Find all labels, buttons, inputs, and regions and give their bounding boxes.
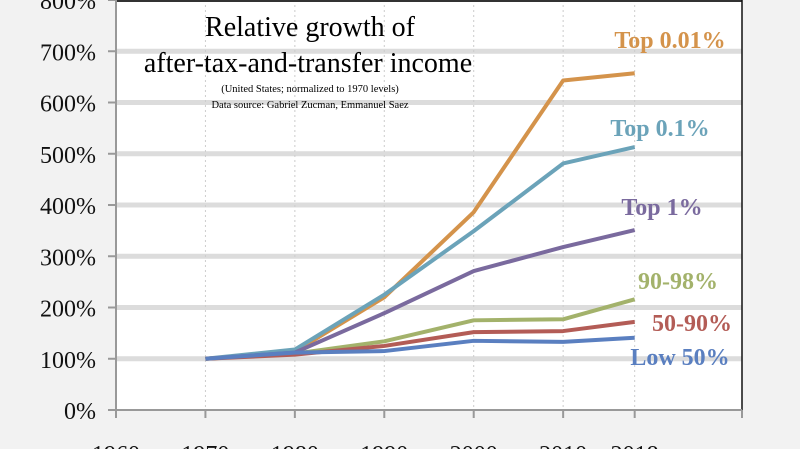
series-label: Top 1% [621, 195, 702, 221]
series-line-low-50- [205, 335, 635, 361]
y-tick-label: 300% [40, 245, 96, 271]
chart-source: Data source: Gabriel Zucman, Emmanuel Sa… [211, 100, 408, 111]
x-tick-label: 2010 [539, 442, 587, 449]
series-label: 50-90% [652, 311, 732, 337]
x-tick-label: 1980 [271, 442, 319, 449]
y-tick-label: 400% [40, 194, 96, 220]
chart-subtitle: (United States; normalized to 1970 level… [221, 84, 399, 95]
x-tick-label: 2018 [611, 442, 659, 449]
y-tick-label: 700% [40, 40, 96, 66]
x-tick-label: 1970 [181, 442, 229, 449]
series-label: Top 0.1% [610, 116, 709, 142]
x-tick-label: 2000 [450, 442, 498, 449]
x-tick-label: 1990 [360, 442, 408, 449]
y-tick-label: 200% [40, 297, 96, 323]
x-tick-label: 1960 [92, 442, 140, 449]
y-tick-label: 500% [40, 143, 96, 169]
y-tick-label: 0% [64, 399, 96, 425]
series-line-top-0-1- [205, 145, 636, 361]
series-label: 90-98% [638, 269, 718, 295]
y-tick-label: 100% [40, 348, 96, 374]
y-tick-label: 800% [40, 0, 96, 15]
series-label: Top 0.01% [614, 28, 725, 54]
chart-title-line2: after-tax-and-transfer income [144, 48, 472, 79]
chart-title: Relative growth of [205, 12, 416, 43]
y-tick-label: 600% [40, 92, 96, 118]
series-label: Low 50% [630, 345, 729, 371]
